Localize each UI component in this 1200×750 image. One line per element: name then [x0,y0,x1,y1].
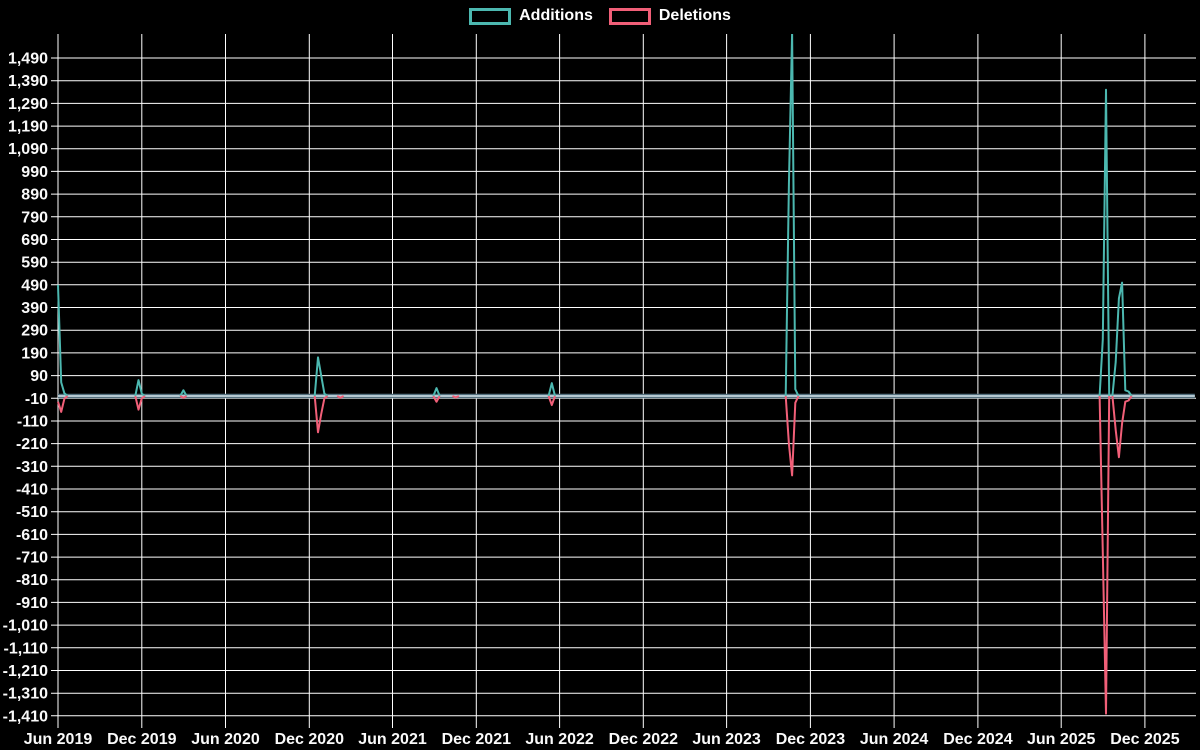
y-tick-label: 790 [21,209,48,226]
y-tick-label: 1,490 [8,51,48,68]
x-gridlines [57,34,1146,728]
y-tick-label: -1,210 [3,663,48,680]
deletions-line [1098,395,1111,715]
y-tick-label: 390 [21,300,48,317]
y-tick-label: -210 [16,436,48,453]
y-tick-label: -1,410 [3,708,48,725]
deletions-line [1111,395,1133,459]
x-tick-label: Dec 2023 [776,731,845,748]
x-tick-label: Jun 2024 [860,731,929,748]
deletions-line [784,395,800,477]
additions-line [432,387,441,397]
deletions-line [336,395,345,399]
axis-labels: 1,490 1,390 1,290 1,190 1,090 990 890 790 690 590… [3,51,1180,749]
additions-line [1111,281,1133,397]
y-tick-label: -810 [16,572,48,589]
deletions-legend-label: Deletions [658,7,731,24]
x-tick-label: Jun 2021 [358,731,427,748]
y-tick-label: -710 [16,550,48,567]
additions-line [547,382,556,397]
deletions-line [179,395,188,399]
y-tick-label: 1,190 [8,119,48,136]
y-tick-label: 1,390 [8,73,48,90]
deletions-line [313,395,329,434]
deletions-swatch-icon [608,7,651,25]
y-tick-label: 890 [21,187,48,204]
y-tick-label: 990 [21,164,48,181]
y-tick-label: 90 [30,368,48,385]
y-tick-label: -1,010 [3,618,48,635]
y-tick-label: -410 [16,482,48,499]
legend: Additions Deletions [0,7,1200,25]
deletions-line [452,395,460,399]
x-tick-label: Dec 2024 [943,731,1012,748]
x-tick-label: Jun 2020 [191,731,260,748]
additions-line [57,284,69,397]
y-tick-label: -610 [16,527,48,544]
x-tick-label: Dec 2025 [1110,731,1179,748]
additions-line [313,356,329,397]
y-tick-label: 1,090 [8,141,48,158]
y-tick-label: 690 [21,232,48,249]
additions-line [1098,88,1111,397]
deletions-line [547,395,556,407]
deletions-line [432,395,441,403]
deletions-line [134,395,146,411]
x-tick-label: Dec 2020 [275,731,344,748]
y-tick-label: 290 [21,323,48,340]
y-gridlines [51,57,1196,717]
y-tick-label: -10 [25,391,48,408]
y-tick-label: -1,310 [3,686,48,703]
y-tick-label: -1,110 [4,640,49,657]
y-tick-label: 190 [21,345,48,362]
y-tick-label: -510 [16,504,48,521]
y-tick-label: -110 [17,414,48,431]
x-tick-label: Dec 2021 [442,731,511,748]
additions-swatch-icon [469,7,512,25]
y-tick-label: 490 [21,277,48,294]
x-tick-label: Jun 2025 [1027,731,1096,748]
y-tick-label: 1,290 [8,96,48,113]
y-tick-label: -910 [16,595,48,612]
legend-item-deletions[interactable]: Deletions [608,7,731,25]
additions-line [784,34,800,397]
x-tick-label: Jun 2019 [24,731,93,748]
y-tick-label: 590 [21,255,48,272]
x-tick-label: Jun 2023 [692,731,761,748]
deletions-line [57,395,69,413]
plot-area [57,34,1195,715]
x-tick-label: Jun 2022 [525,731,594,748]
additions-line [134,379,146,397]
additions-legend-label: Additions [519,7,593,24]
additions-line [179,389,188,397]
x-tick-label: Dec 2019 [107,731,176,748]
y-tick-label: -310 [16,459,48,476]
x-tick-label: Dec 2022 [609,731,678,748]
legend-item-additions[interactable]: Additions [469,7,593,25]
